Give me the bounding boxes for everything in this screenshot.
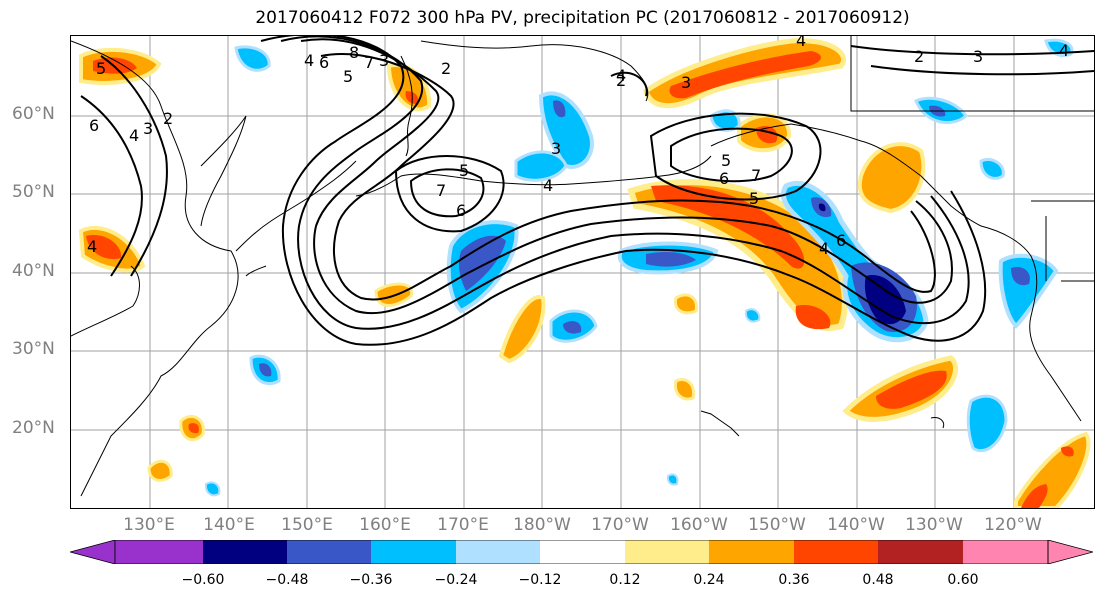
lon-label-170w: 170°W (591, 515, 649, 535)
contour-label: 6 (319, 53, 329, 72)
lat-label-20n: 20°N (12, 418, 55, 438)
lon-label-150w: 150°W (748, 515, 806, 535)
lat-label-50n: 50°N (12, 182, 55, 202)
contour-label: 3 (681, 73, 691, 92)
colorbar-tick: −0.12 (518, 572, 562, 588)
colorbar-tick: 0.36 (778, 572, 810, 588)
contour-label: 3 (551, 139, 561, 158)
contour-label: 6 (456, 201, 466, 220)
colorbar-tick: −0.48 (265, 572, 309, 588)
colorbar-tick: −0.60 (181, 572, 225, 588)
contour-label: 3 (973, 47, 983, 66)
colorbar-outline (114, 540, 1049, 564)
contour-label: 4 (1059, 41, 1069, 60)
contour-label: 4 (129, 126, 139, 145)
colorbar (70, 540, 1093, 564)
lon-label-150e: 150°E (281, 515, 333, 535)
map-panel: 8 7 6 5 4 3 2 5 6 4 3 2 5 7 6 4 3 4 3 2 … (70, 35, 1095, 509)
contour-label: 4 (304, 51, 314, 70)
contour-label: 8 (349, 43, 359, 62)
contour-label: 4 (796, 36, 806, 50)
colorbar-segment (115, 540, 203, 564)
lon-label-130e: 130°E (123, 515, 175, 535)
contour-label: 7 (436, 181, 446, 200)
colorbar-segment (287, 540, 371, 564)
contour-label: 2 (163, 109, 173, 128)
colorbar-extend-low (70, 540, 116, 564)
colorbar-segment (794, 540, 878, 564)
lat-label-40n: 40°N (12, 261, 55, 281)
colorbar-segment (709, 540, 794, 564)
contour-label: 5 (721, 151, 731, 170)
contour-label: 4 (819, 239, 829, 258)
colorbar-tick: −0.36 (349, 572, 393, 588)
precip-shading (78, 38, 1091, 508)
pv-contours (80, 36, 1094, 346)
contour-label: 3 (379, 51, 389, 70)
colorbar-segment (625, 540, 709, 564)
contour-label: 5 (343, 67, 353, 86)
map-svg: 8 7 6 5 4 3 2 5 6 4 3 2 5 7 6 4 3 4 3 2 … (71, 36, 1094, 508)
lon-label-120w: 120°W (984, 515, 1042, 535)
contour-label: 2 (616, 71, 626, 90)
coastlines (71, 36, 1094, 497)
contour-label: 7 (364, 53, 374, 72)
lon-label-140w: 140°W (827, 515, 885, 535)
lon-label-140e: 140°E (203, 515, 255, 535)
lat-label-30n: 30°N (12, 339, 55, 359)
lon-label-130w: 130°W (905, 515, 963, 535)
colorbar-segment (371, 540, 456, 564)
colorbar-segment (963, 540, 1048, 564)
contour-label: 6 (719, 169, 729, 188)
map-title: 2017060412 F072 300 hPa PV, precipitatio… (255, 8, 910, 28)
lon-label-160e: 160°E (359, 515, 411, 535)
lon-label-170e: 170°E (437, 515, 489, 535)
contour-label: 5 (749, 189, 759, 208)
lon-label-180w: 180°W (513, 515, 571, 535)
contour-label: 2 (914, 47, 924, 66)
contour-label: 2 (441, 59, 451, 78)
colorbar-tick: 0.60 (947, 572, 979, 588)
contour-labels: 8 7 6 5 4 3 2 5 6 4 3 2 5 7 6 4 3 4 3 2 … (87, 36, 1069, 258)
contour-label: 5 (96, 59, 106, 78)
contour-label: 6 (836, 231, 846, 250)
lat-label-60n: 60°N (12, 104, 55, 124)
colorbar-segment (878, 540, 963, 564)
colorbar-segment (456, 540, 540, 564)
contour-label: 5 (459, 161, 469, 180)
colorbar-tick: 0.12 (609, 572, 641, 588)
colorbar-segment (203, 540, 287, 564)
colorbar-tick: 0.48 (862, 572, 894, 588)
contour-label: 4 (616, 66, 626, 85)
contour-label: 6 (89, 116, 99, 135)
colorbar-segment (540, 540, 625, 564)
colorbar-tick: −0.24 (434, 572, 478, 588)
lon-label-160w: 160°W (670, 515, 728, 535)
colorbar-tick: 0.24 (693, 572, 725, 588)
contour-label: 3 (143, 119, 153, 138)
contour-label: 4 (543, 176, 553, 195)
colorbar-extend-high (1047, 540, 1093, 564)
contour-label: 4 (87, 237, 97, 256)
contour-label: 7 (751, 166, 761, 185)
